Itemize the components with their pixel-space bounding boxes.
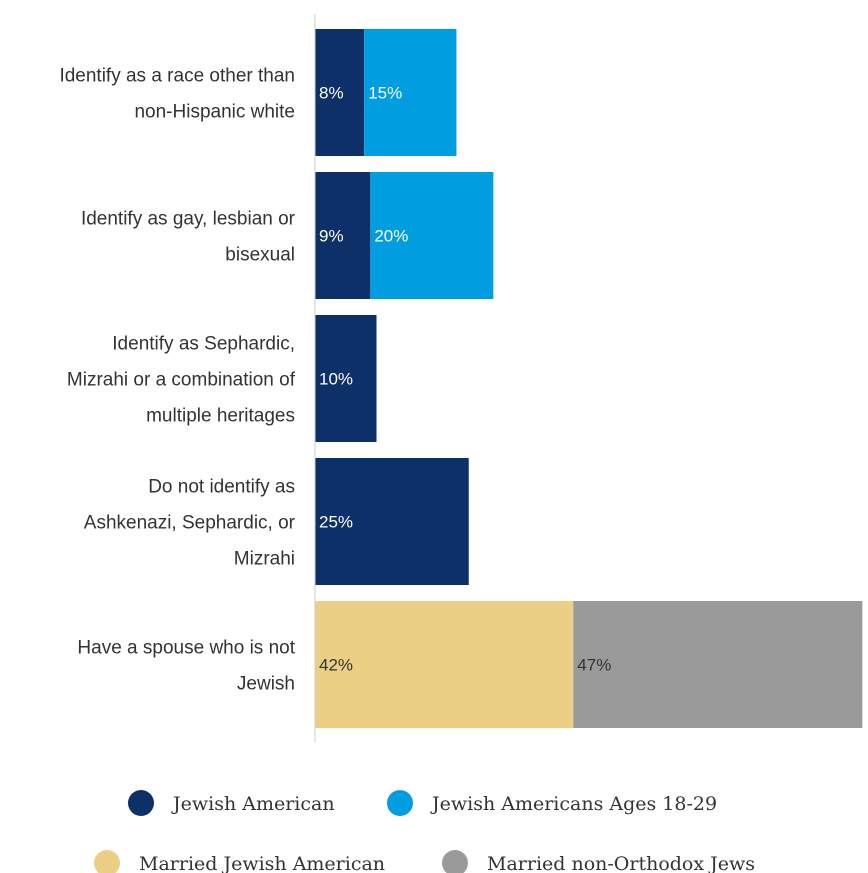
legend-label-1: Jewish Americans Ages 18-29 bbox=[430, 793, 717, 815]
bar-row2-series0 bbox=[315, 315, 377, 442]
category-label-2: Identify as Sephardic, Mizrahi or a combi… bbox=[67, 334, 296, 427]
data-label-row1-series0: 9% bbox=[319, 227, 344, 246]
category-labels: Identify as a race other than non-Hispani… bbox=[59, 66, 295, 695]
data-label-row1-series1: 20% bbox=[374, 227, 408, 246]
data-label-row0-series0: 8% bbox=[319, 84, 344, 103]
category-label-0: Identify as a race other than non-Hispani… bbox=[59, 66, 295, 123]
legend-swatch-0 bbox=[128, 790, 154, 816]
legend-swatch-2 bbox=[94, 850, 120, 873]
data-label-row4-series2: 42% bbox=[319, 656, 353, 675]
legend-swatch-1 bbox=[387, 790, 413, 816]
bar-row4-series2 bbox=[315, 601, 574, 728]
data-label-row4-series3: 47% bbox=[577, 656, 611, 675]
legend-label-2: Married Jewish American bbox=[139, 853, 385, 873]
category-label-4: Have a spouse who is not Jewish bbox=[77, 638, 295, 695]
bar-row0-series1 bbox=[364, 29, 457, 156]
bar-area bbox=[315, 29, 863, 728]
legend-label-3: Married non-Orthodox Jews bbox=[487, 853, 755, 873]
data-label-row0-series1: 15% bbox=[368, 84, 402, 103]
category-label-1: Identify as gay, lesbian or bisexual bbox=[81, 209, 296, 266]
legend-label-0: Jewish American bbox=[171, 793, 335, 815]
category-label-3: Do not identify as Ashkenazi, Sephardic, … bbox=[84, 477, 296, 570]
bar-row1-series0 bbox=[315, 172, 371, 299]
bar-value-labels: 8% 15% 9% 20% 10% 25% 42% 47% bbox=[319, 84, 611, 675]
bar-row1-series1 bbox=[370, 172, 494, 299]
bar-row4-series3 bbox=[573, 601, 863, 728]
data-label-row2-series0: 10% bbox=[319, 370, 353, 389]
legend: Jewish American Jewish Americans Ages 18-… bbox=[94, 790, 755, 873]
bar-row0-series0 bbox=[315, 29, 365, 156]
data-label-row3-series0: 25% bbox=[319, 513, 353, 532]
legend-swatch-3 bbox=[442, 850, 468, 873]
bar-row3-series0 bbox=[315, 458, 469, 585]
